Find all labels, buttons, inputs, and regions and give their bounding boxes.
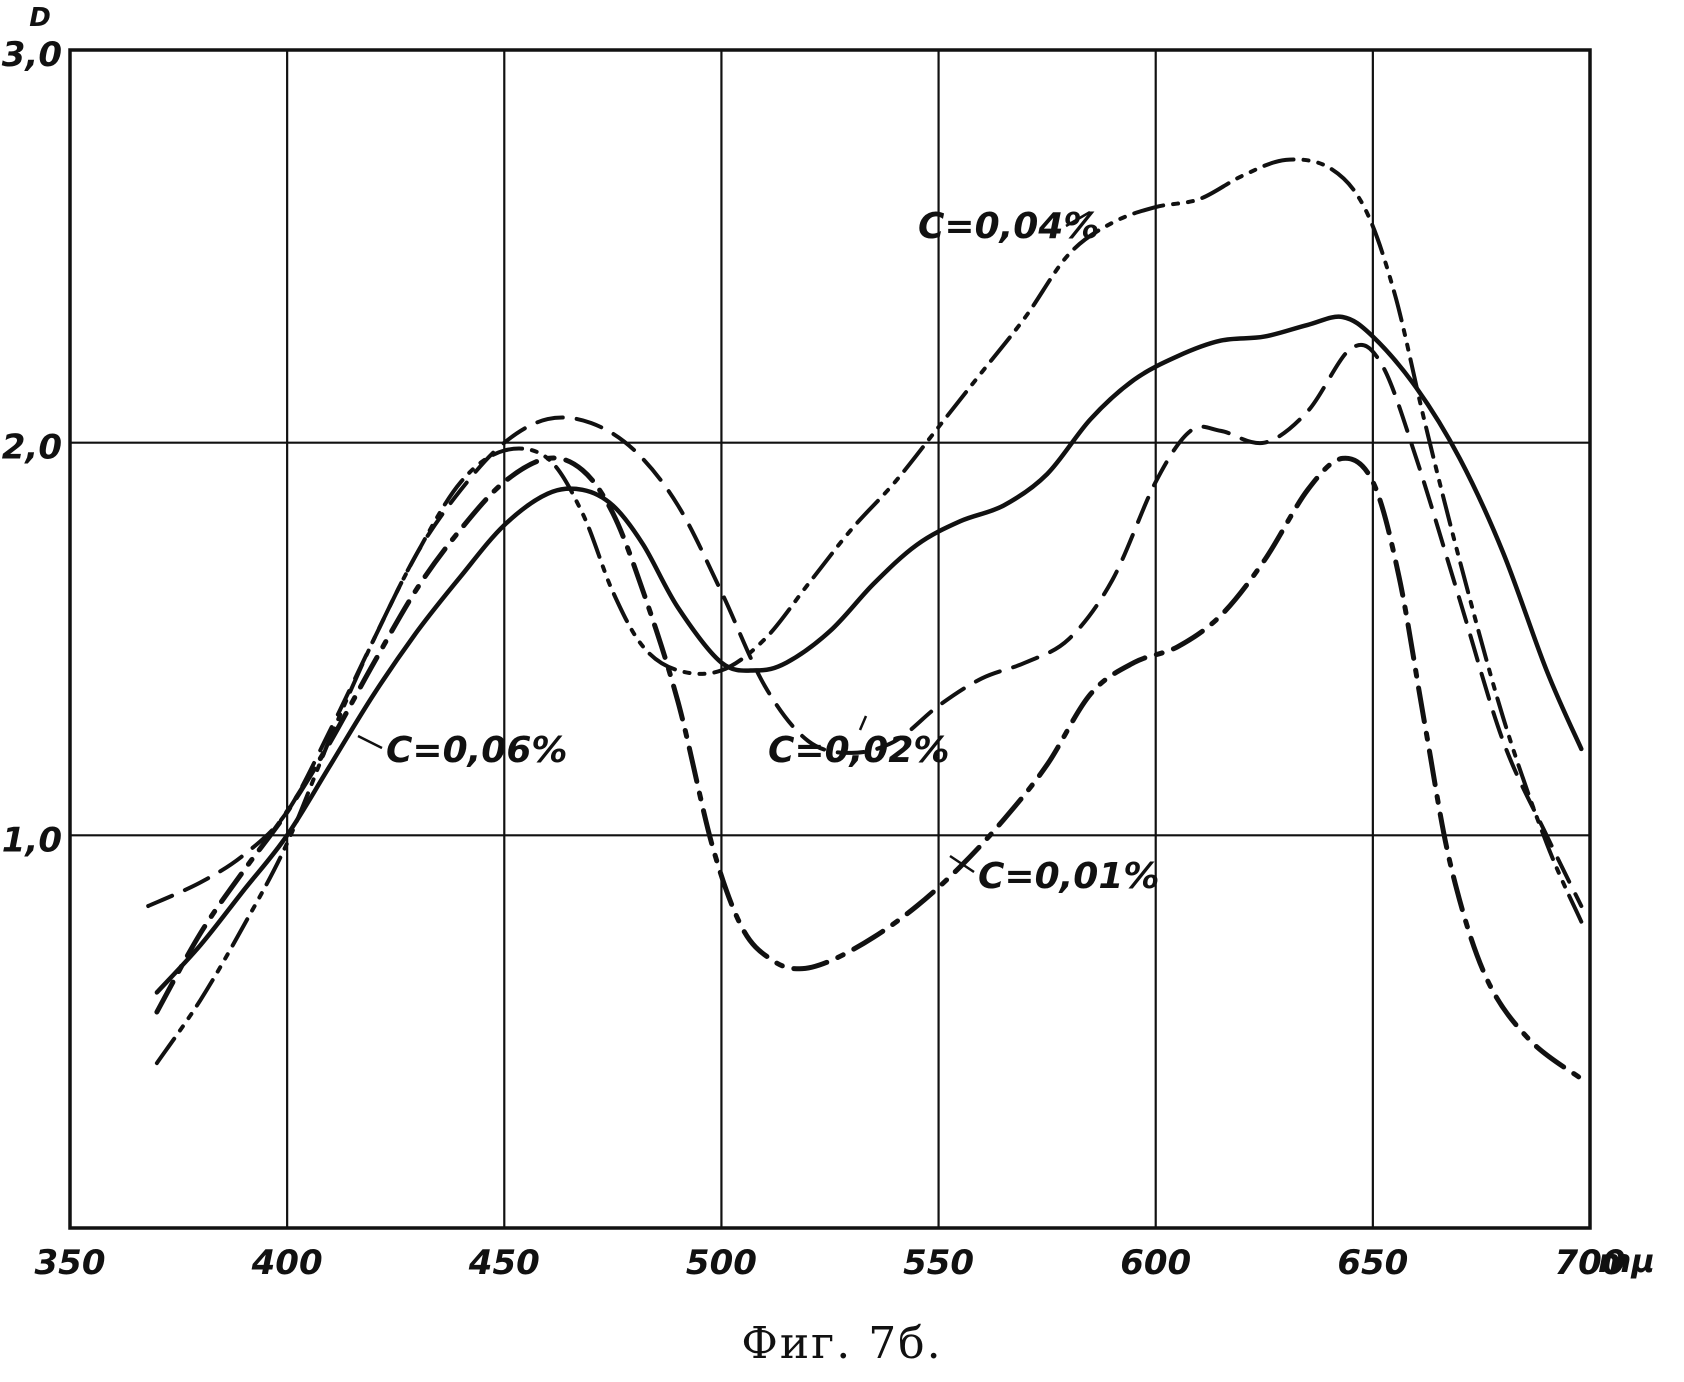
x-axis-label: mμ xyxy=(1598,1242,1655,1280)
grid xyxy=(70,50,1590,1228)
plot-border xyxy=(68,48,1592,1230)
figure-caption: Фиг. 7б. xyxy=(741,1318,943,1369)
x-tick-label: 650 xyxy=(1337,1243,1408,1283)
x-tick-label: 600 xyxy=(1120,1243,1191,1283)
x-tick-label: 450 xyxy=(468,1243,540,1283)
curve-label-leader xyxy=(858,715,868,731)
curve-label-3: C=0,06% xyxy=(386,730,567,771)
curve-label-4: C=0,01% xyxy=(978,856,1159,897)
curve-label-leader xyxy=(357,734,383,750)
series-line-4 xyxy=(154,455,1584,1082)
series-line-3 xyxy=(154,314,1584,995)
x-tick-label: 400 xyxy=(251,1243,323,1283)
x-tick-label: 500 xyxy=(686,1243,757,1283)
tick-labels: 350 400 450 500 550 600 650 700 1,0 2,0 3,0 xyxy=(2,35,1626,1283)
y-axis-label: D xyxy=(29,3,51,33)
x-tick-label: 350 xyxy=(35,1243,106,1283)
y-tick-label: 3,0 xyxy=(2,35,62,75)
curve-label-leader xyxy=(949,854,975,874)
series-line-2 xyxy=(146,342,1584,908)
y-tick-label: 1,0 xyxy=(2,820,62,860)
curve-label-1: C=0,04% xyxy=(918,206,1099,247)
x-tick-label: 550 xyxy=(903,1243,974,1283)
plot-frame xyxy=(68,48,1592,1230)
curve-labels: C=0,04% C=0,02% C=0,06% C=0,01% xyxy=(357,206,1159,897)
series-group xyxy=(146,157,1584,1082)
y-tick-label: 2,0 xyxy=(2,428,62,468)
x-tick-label: 700 xyxy=(1555,1243,1626,1283)
curve-label-leader xyxy=(1065,210,1091,228)
series-line-1 xyxy=(154,157,1584,1066)
curve-label-2: C=0,02% xyxy=(768,730,949,771)
